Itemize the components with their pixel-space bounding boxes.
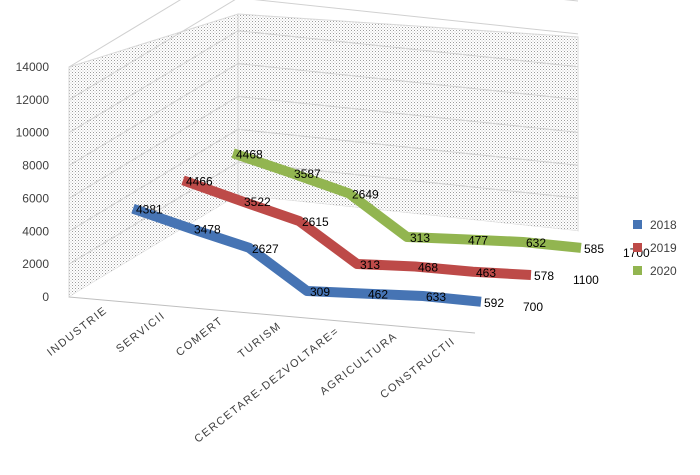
data-label: 309: [310, 285, 330, 299]
data-label: 4468: [236, 147, 263, 161]
legend: 2018 2019 2020: [633, 213, 677, 282]
data-label: 3587: [294, 167, 321, 181]
gridline: [68, 128, 579, 232]
series-line-2020: [231, 148, 582, 253]
y-tick-label: 2000: [22, 257, 49, 271]
y-tick-label: 0: [42, 290, 49, 304]
legend-label: 2018: [650, 217, 677, 232]
data-label: 313: [410, 231, 430, 245]
series-line-2019: [181, 175, 532, 281]
category-axis-line: [68, 296, 476, 334]
data-label: 4466: [186, 174, 213, 188]
data-label: 3478: [194, 223, 221, 237]
data-label: 632: [526, 236, 546, 250]
y-tick-label: 4000: [22, 224, 49, 238]
legend-label: 2020: [650, 263, 677, 278]
gridline: [68, 0, 579, 101]
category-label: CERCETARE-DEZVOLTARE=: [192, 325, 341, 445]
y-tick-label: 10000: [16, 126, 50, 140]
category-label: SERVICII: [114, 310, 168, 356]
category-label: COMERT: [174, 315, 226, 359]
legend-item: 2020: [633, 259, 677, 282]
data-label: 633: [426, 290, 446, 304]
series-lines: [131, 148, 582, 307]
legend-item: 2018: [633, 213, 677, 236]
data-label: 3522: [244, 195, 271, 209]
data-label: 2615: [302, 215, 329, 229]
legend-label: 2019: [650, 240, 677, 255]
data-label: 4381: [136, 203, 163, 217]
data-label: 2649: [352, 187, 379, 201]
gridline: [68, 30, 579, 134]
y-axis-ticks: 0 2000 4000 6000 8000 10000 12000 14000: [16, 60, 50, 304]
end-label: 1100: [573, 273, 599, 287]
gridlines: [68, 0, 579, 265]
series-line-2018: [131, 203, 482, 307]
y-tick-label: 8000: [22, 159, 49, 173]
legend-swatch: [633, 243, 642, 252]
category-label: TURISM: [236, 320, 284, 361]
y-tick-label: 12000: [16, 93, 50, 107]
gridline: [68, 63, 579, 166]
data-label: 477: [468, 233, 488, 247]
category-label: INDUSTRIE: [45, 304, 110, 358]
y-tick-label: 14000: [16, 60, 50, 74]
legend-swatch: [633, 220, 642, 229]
gridline: [68, 95, 579, 199]
data-label: 585: [584, 242, 604, 256]
legend-swatch: [633, 266, 642, 275]
data-label: 463: [476, 266, 496, 280]
y-tick-label: 6000: [22, 191, 49, 205]
end-label: 1700: [623, 246, 650, 260]
legend-item: 2019: [633, 236, 677, 259]
chart-back-wall: [237, 13, 579, 232]
data-label: 2627: [252, 242, 279, 256]
end-label: 700: [523, 300, 543, 314]
data-label: 462: [368, 288, 388, 302]
data-label: 578: [534, 269, 554, 283]
data-label: 313: [360, 258, 380, 272]
data-label: 468: [418, 261, 438, 275]
gridline: [68, 161, 579, 265]
data-label: 592: [484, 296, 504, 310]
gridline: [68, 0, 579, 68]
data-labels: 4468 3587 2649 313 477 632 585 1700 4466 3522 2615…: [136, 147, 650, 314]
